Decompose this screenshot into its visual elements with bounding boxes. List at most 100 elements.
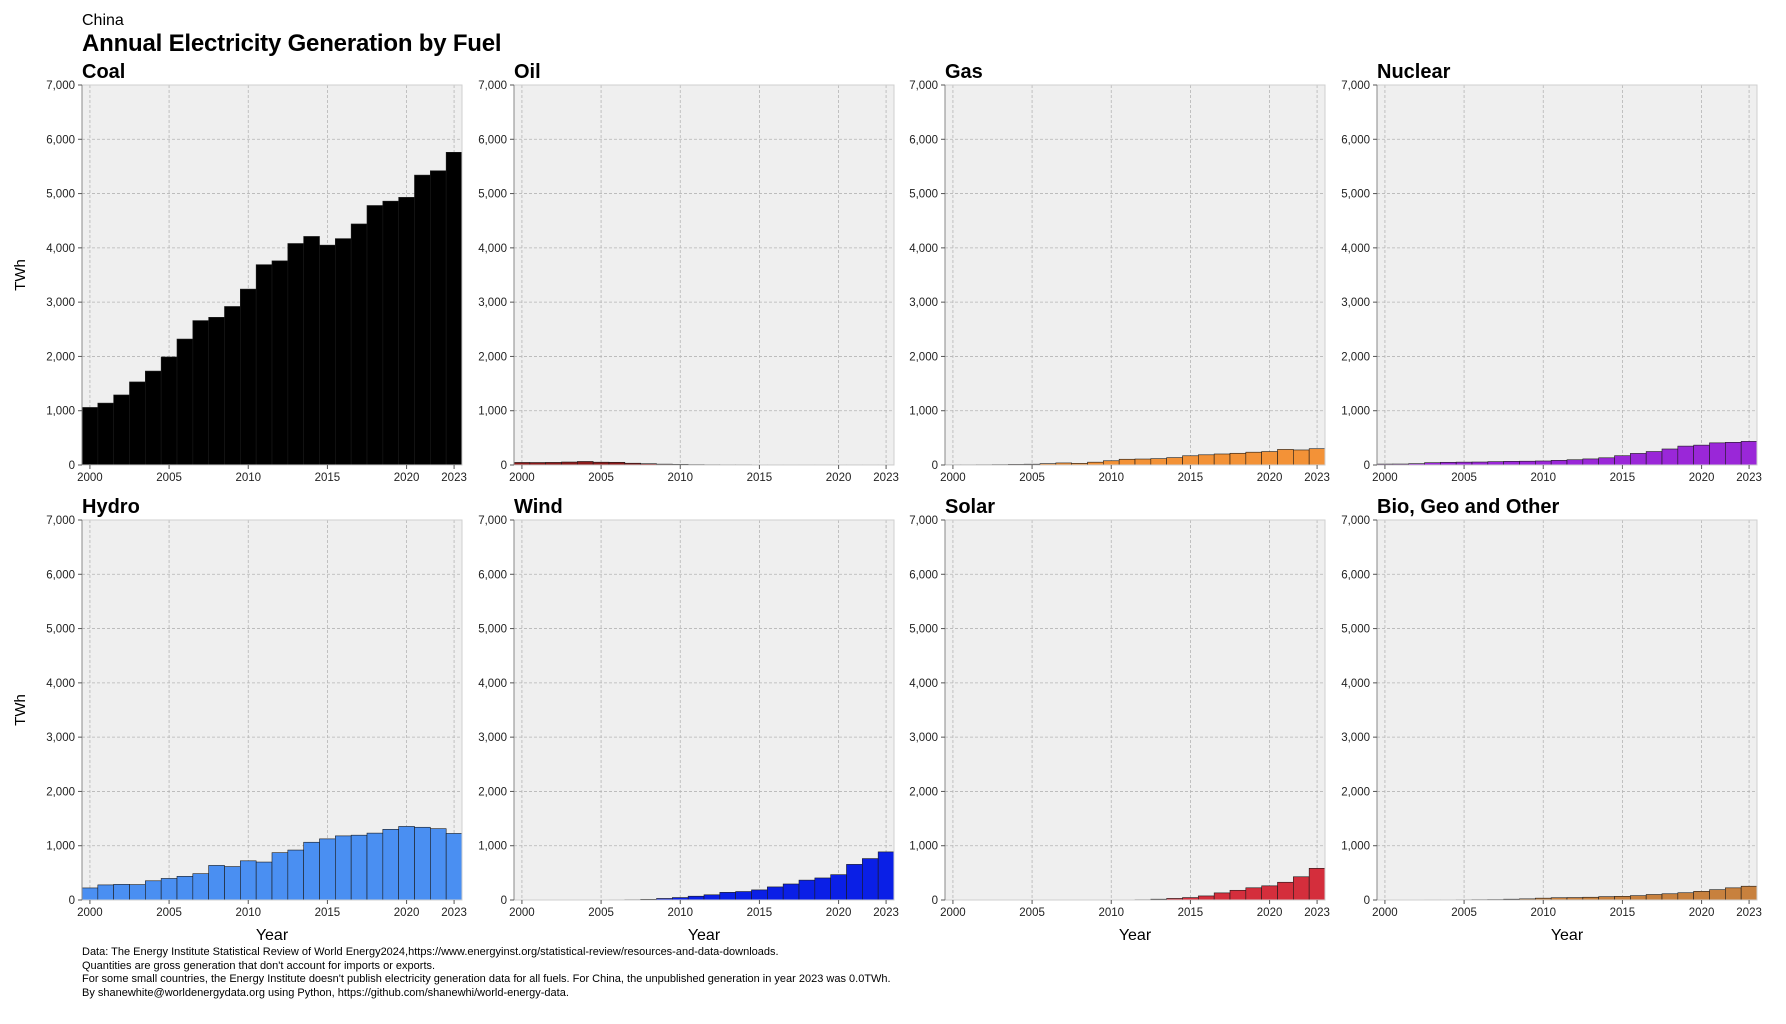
y-tick-label: 2,000 — [909, 786, 938, 798]
y-tick-label: 1,000 — [909, 841, 938, 853]
bar-hydro-2016 — [335, 835, 352, 901]
bar-coal-2023 — [445, 152, 463, 466]
bar-wind-2020 — [830, 874, 847, 901]
bar-bio-geo-and-other-2019 — [1677, 892, 1694, 901]
country-label: China — [82, 12, 124, 29]
y-tick-label: 4,000 — [909, 678, 938, 690]
panel-gas: 0 1,000 2,000 3,000 4,000 5,000 6,000 7,000 2000… — [909, 61, 1330, 484]
y-tick-label: 1,000 — [478, 841, 507, 853]
x-tick-label: 2005 — [588, 907, 614, 919]
y-tick-label: 1,000 — [1341, 406, 1370, 418]
bar-coal-2014 — [303, 236, 320, 466]
bar-solar-2021 — [1277, 881, 1294, 901]
bar-wind-2018 — [798, 879, 816, 901]
bar-coal-2022 — [430, 170, 447, 466]
bar-hydro-2021 — [414, 826, 431, 901]
y-tick-label: 2,000 — [478, 351, 507, 363]
x-axis-label: Year — [256, 927, 289, 944]
y-tick-label: 2,000 — [1341, 351, 1370, 363]
y-tick-label: 1,000 — [1341, 841, 1370, 853]
x-axis-label: Year — [1551, 927, 1584, 944]
x-tick-label: 2020 — [1689, 472, 1715, 484]
bar-nuclear-2022 — [1725, 442, 1742, 466]
bar-wind-2017 — [782, 883, 800, 901]
x-tick-label: 2010 — [235, 907, 261, 919]
bar-hydro-2020 — [398, 826, 415, 901]
y-tick-label: 1,000 — [46, 406, 75, 418]
bar-nuclear-2019 — [1677, 445, 1694, 466]
bar-coal-2012 — [271, 260, 289, 466]
bar-coal-2011 — [255, 264, 273, 466]
bar-bio-geo-and-other-2020 — [1693, 891, 1710, 901]
bar-gas-2011 — [1118, 458, 1136, 466]
bar-coal-2002 — [113, 394, 130, 466]
x-tick-label: 2015 — [315, 907, 341, 919]
panel-title: Nuclear — [1377, 61, 1451, 83]
plot-background — [1377, 85, 1757, 465]
bar-hydro-2013 — [287, 849, 304, 901]
bar-wind-2016 — [767, 886, 784, 901]
x-tick-label: 2005 — [1451, 472, 1477, 484]
bar-coal-2009 — [224, 306, 241, 466]
x-tick-label: 2015 — [1178, 907, 1204, 919]
y-tick-label: 3,000 — [909, 732, 938, 744]
bar-hydro-2015 — [319, 838, 336, 901]
bar-bio-geo-and-other-2016 — [1630, 895, 1647, 901]
y-axis-label: TWh — [12, 694, 29, 726]
bar-coal-2004 — [145, 370, 162, 466]
y-tick-label: 3,000 — [46, 297, 75, 309]
y-tick-label: 7,000 — [909, 515, 938, 527]
x-tick-label: 2005 — [156, 907, 182, 919]
y-tick-label: 2,000 — [1341, 786, 1370, 798]
x-tick-label: 2015 — [1610, 472, 1636, 484]
x-tick-label: 2010 — [1530, 472, 1556, 484]
y-tick-label: 2,000 — [46, 786, 75, 798]
bar-coal-2000 — [81, 407, 99, 466]
x-tick-label: 2015 — [747, 907, 773, 919]
x-tick-label: 2010 — [235, 472, 261, 484]
x-tick-label: 2000 — [940, 907, 966, 919]
y-tick-label: 1,000 — [46, 841, 75, 853]
bar-hydro-2000 — [81, 887, 99, 901]
y-tick-label: 2,000 — [46, 351, 75, 363]
y-tick-label: 0 — [501, 460, 507, 472]
bar-gas-2019 — [1245, 451, 1262, 466]
bar-coal-2006 — [176, 338, 194, 466]
bar-wind-2019 — [814, 877, 831, 901]
bar-solar-2023 — [1308, 867, 1326, 901]
bar-hydro-2019 — [382, 829, 399, 901]
panel-bio-geo-and-other: 0 1,000 2,000 3,000 4,000 5,000 6,000 7,000 2000… — [1341, 496, 1762, 944]
bar-coal-2016 — [335, 238, 352, 466]
x-tick-label: 2000 — [1372, 472, 1398, 484]
y-tick-label: 6,000 — [478, 569, 507, 581]
bar-hydro-2018 — [366, 832, 384, 901]
y-tick-label: 5,000 — [478, 189, 507, 201]
y-tick-label: 5,000 — [46, 189, 75, 201]
y-tick-label: 0 — [69, 895, 75, 907]
bar-coal-2001 — [97, 402, 114, 466]
panel-title: Wind — [514, 496, 563, 518]
x-tick-label: 2023 — [441, 907, 467, 919]
bar-hydro-2010 — [240, 860, 257, 901]
x-tick-label: 2010 — [667, 907, 693, 919]
bar-bio-geo-and-other-2022 — [1725, 887, 1742, 901]
x-tick-label: 2020 — [1689, 907, 1715, 919]
y-tick-label: 4,000 — [1341, 243, 1370, 255]
x-tick-label: 2010 — [1098, 907, 1124, 919]
y-tick-label: 4,000 — [909, 243, 938, 255]
y-tick-label: 6,000 — [46, 134, 75, 146]
y-tick-label: 5,000 — [909, 189, 938, 201]
y-tick-label: 0 — [501, 895, 507, 907]
x-tick-label: 2000 — [77, 907, 103, 919]
bar-nuclear-2018 — [1661, 448, 1679, 466]
bar-oil-2004 — [577, 461, 594, 466]
bar-hydro-2022 — [430, 828, 447, 901]
bar-gas-2010 — [1103, 460, 1120, 466]
panel-title: Hydro — [82, 496, 140, 518]
y-tick-label: 3,000 — [909, 297, 938, 309]
bar-hydro-2005 — [160, 878, 178, 901]
y-tick-label: 0 — [932, 460, 938, 472]
bar-wind-2014 — [735, 891, 752, 901]
bar-wind-2023 — [877, 851, 895, 901]
